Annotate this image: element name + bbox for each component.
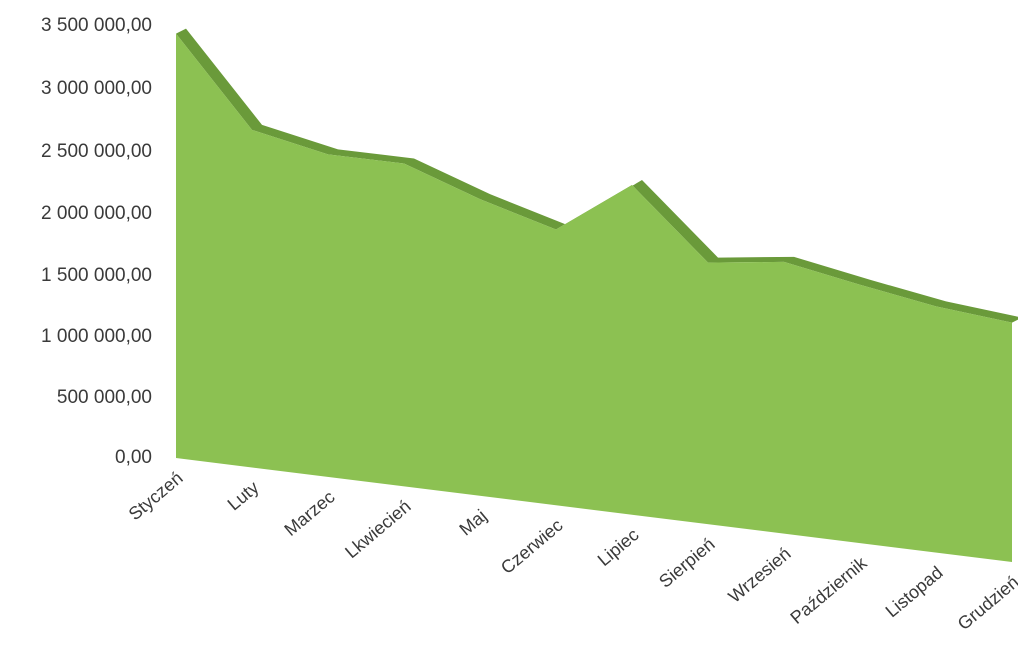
y-tick-label: 1 000 000,00 bbox=[41, 326, 152, 347]
x-tick-label: Luty bbox=[224, 477, 263, 514]
x-tick-label: Styczeń bbox=[125, 468, 187, 524]
x-tick-label: Październik bbox=[786, 552, 871, 628]
x-tick-label: Wrzesień bbox=[724, 543, 794, 606]
x-tick-label: Lkwiecień bbox=[341, 496, 414, 562]
y-tick-label: 2 000 000,00 bbox=[41, 203, 152, 224]
y-tick-label: 500 000,00 bbox=[57, 387, 152, 408]
y-axis: 0,00 500 000,00 1 000 000,00 1 500 000,00 2 … bbox=[41, 15, 152, 468]
x-tick-label: Listopad bbox=[882, 562, 947, 621]
y-tick-label: 1 500 000,00 bbox=[41, 265, 152, 286]
x-tick-label: Czerwiec bbox=[497, 515, 567, 578]
y-tick-label: 2 500 000,00 bbox=[41, 141, 152, 162]
y-tick-label: 3 000 000,00 bbox=[41, 78, 152, 99]
chart-marks bbox=[176, 28, 1018, 562]
x-tick-label: Lipiec bbox=[594, 524, 643, 570]
x-tick-label: Marzec bbox=[281, 487, 339, 540]
y-tick-label: 3 500 000,00 bbox=[41, 15, 152, 36]
x-tick-label: Sierpień bbox=[655, 534, 718, 592]
area-series bbox=[176, 33, 1012, 562]
x-tick-label: Grudzień bbox=[954, 572, 1018, 634]
y-tick-label: 0,00 bbox=[115, 447, 152, 468]
x-tick-label: Maj bbox=[455, 506, 490, 540]
